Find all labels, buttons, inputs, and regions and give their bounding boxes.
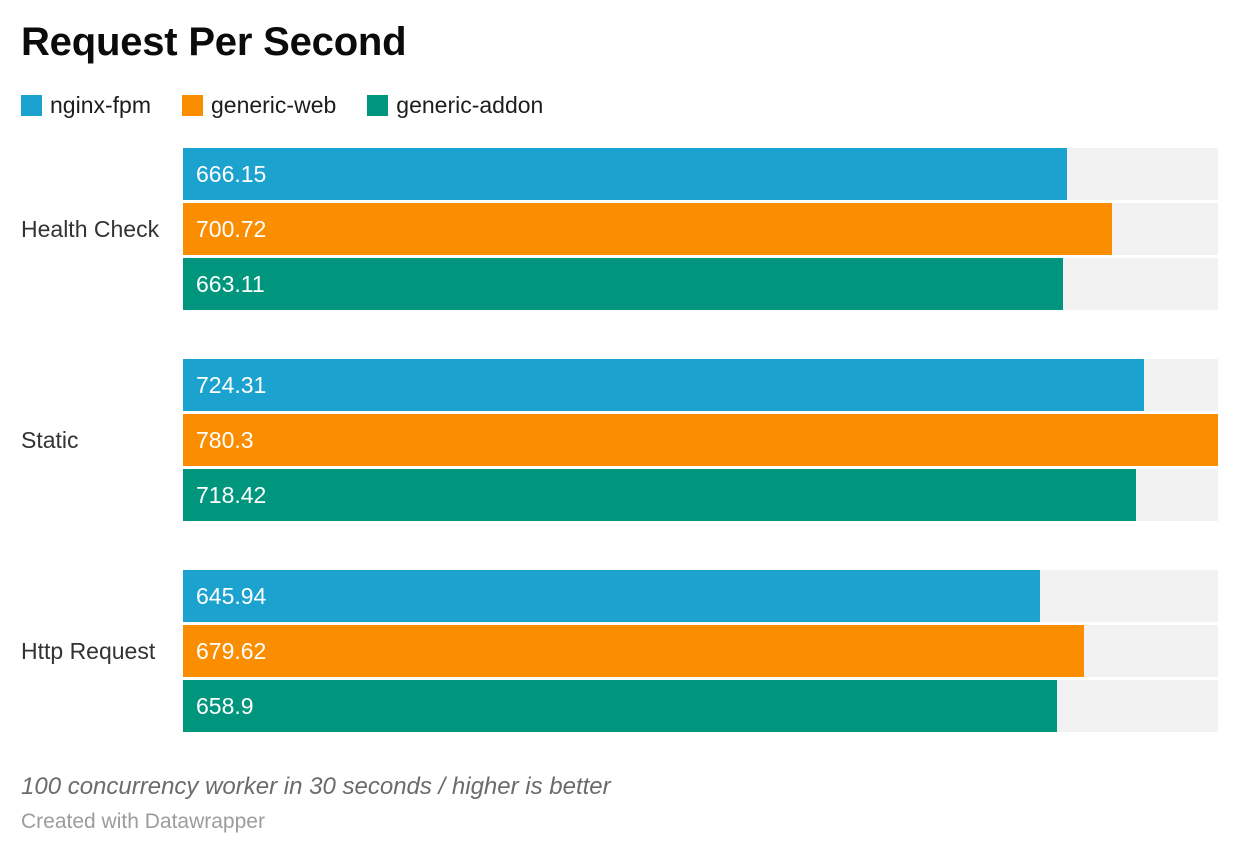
category-label: Http Request (21, 637, 156, 664)
bar-track: 645.94 (183, 570, 1218, 622)
category-group: Http Request 645.94 679.62 658.9 (21, 570, 1218, 732)
bar-value-label: 645.94 (196, 582, 267, 609)
chart-note: 100 concurrency worker in 30 seconds / h… (21, 773, 611, 800)
legend-label: nginx-fpm (50, 92, 151, 118)
legend: nginx-fpm generic-web generic-addon (21, 92, 1218, 118)
category-bars: 645.94 679.62 658.9 (183, 570, 1218, 732)
bar-value-label: 663.11 (196, 270, 265, 297)
legend-swatch-icon (367, 95, 389, 116)
bar-nginx-fpm[interactable]: 666.15 (183, 148, 1067, 200)
chart-title: Request Per Second (21, 20, 407, 64)
bar-value-label: 718.42 (196, 481, 267, 508)
category-label: Static (21, 426, 79, 453)
legend-label: generic-addon (396, 92, 544, 118)
category-label: Health Check (21, 215, 160, 242)
chart-footer: 100 concurrency worker in 30 seconds / h… (21, 774, 1218, 834)
legend-item-generic-web: generic-web (181, 92, 337, 118)
bar-value-label: 780.3 (196, 426, 254, 453)
bar-value-label: 658.9 (196, 692, 254, 719)
bar-generic-web[interactable]: 679.62 (183, 625, 1085, 677)
bar-track: 718.42 (183, 469, 1218, 521)
bar-nginx-fpm[interactable]: 724.31 (183, 359, 1144, 411)
bar-track: 679.62 (183, 625, 1218, 677)
bar-value-label: 666.15 (196, 160, 267, 187)
bar-generic-web[interactable]: 780.3 (183, 414, 1218, 466)
bar-value-label: 679.62 (196, 637, 267, 664)
bar-track: 666.15 (183, 148, 1218, 200)
bar-track: 724.31 (183, 359, 1218, 411)
bar-generic-web[interactable]: 700.72 (183, 203, 1113, 255)
legend-swatch-icon (181, 95, 203, 116)
legend-item-nginx-fpm: nginx-fpm (21, 92, 151, 118)
bar-track: 700.72 (183, 203, 1218, 255)
bar-value-label: 700.72 (196, 215, 267, 242)
bar-track: 663.11 (183, 258, 1218, 310)
bar-chart: Health Check 666.15 700.72 663.11 Static 724.… (21, 148, 1218, 732)
category-bars: 724.31 780.3 718.42 (183, 359, 1218, 521)
legend-item-generic-addon: generic-addon (367, 92, 544, 118)
bar-track: 658.9 (183, 680, 1218, 732)
bar-value-label: 724.31 (196, 371, 267, 398)
category-group: Static 724.31 780.3 718.42 (21, 359, 1218, 521)
bar-generic-addon[interactable]: 663.11 (183, 258, 1063, 310)
bar-generic-addon[interactable]: 658.9 (183, 680, 1057, 732)
category-group: Health Check 666.15 700.72 663.11 (21, 148, 1218, 310)
datawrapper-attribution-link[interactable]: Created with Datawrapper (21, 810, 265, 833)
category-bars: 666.15 700.72 663.11 (183, 148, 1218, 310)
bar-track: 780.3 (183, 414, 1218, 466)
legend-swatch-icon (21, 95, 42, 116)
bar-generic-addon[interactable]: 718.42 (183, 469, 1136, 521)
bar-nginx-fpm[interactable]: 645.94 (183, 570, 1040, 622)
legend-label: generic-web (210, 92, 337, 118)
